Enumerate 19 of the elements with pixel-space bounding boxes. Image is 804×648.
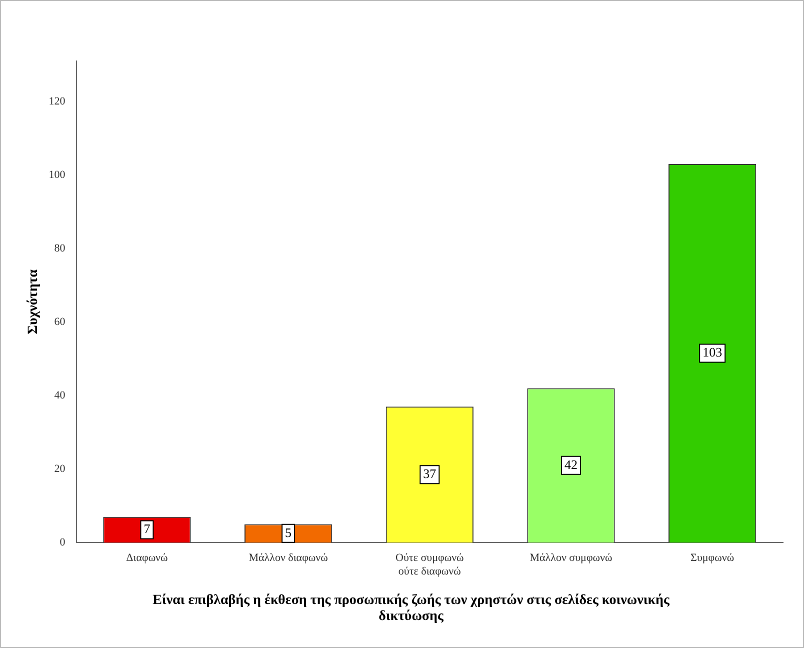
x-tick-label: Συμφωνώ: [690, 552, 734, 564]
data-label: 37: [423, 466, 437, 482]
x-tick-label: Ούτε συμφωνώ ούτε διαφωνώ: [396, 552, 464, 578]
data-label: 7: [144, 521, 151, 536]
y-tick-label: 60: [54, 316, 66, 328]
y-tick-label: 120: [48, 95, 66, 108]
x-tick-label: Μάλλον διαφωνώ: [248, 552, 328, 564]
x-axis-title: Είναι επιβλαβής η έκθεση της προσωπικής ζωής των χρηστών στις σελίδες κοινωνικής δικτύωσης: [152, 593, 670, 625]
y-tick-label: 80: [54, 242, 66, 254]
y-tick-label: 40: [54, 389, 66, 402]
data-label: 103: [702, 344, 722, 360]
x-tick-label: Μάλλον συμφωνώ: [530, 552, 612, 564]
y-tick-label: 20: [54, 462, 66, 475]
y-tick-label: 100: [48, 168, 66, 181]
data-label: 5: [285, 524, 292, 540]
y-tick-label: 0: [60, 536, 66, 548]
y-axis-title: Συχνότητα: [26, 269, 42, 334]
data-label: 42: [564, 456, 578, 472]
x-tick-label: Διαφωνώ: [126, 552, 168, 564]
